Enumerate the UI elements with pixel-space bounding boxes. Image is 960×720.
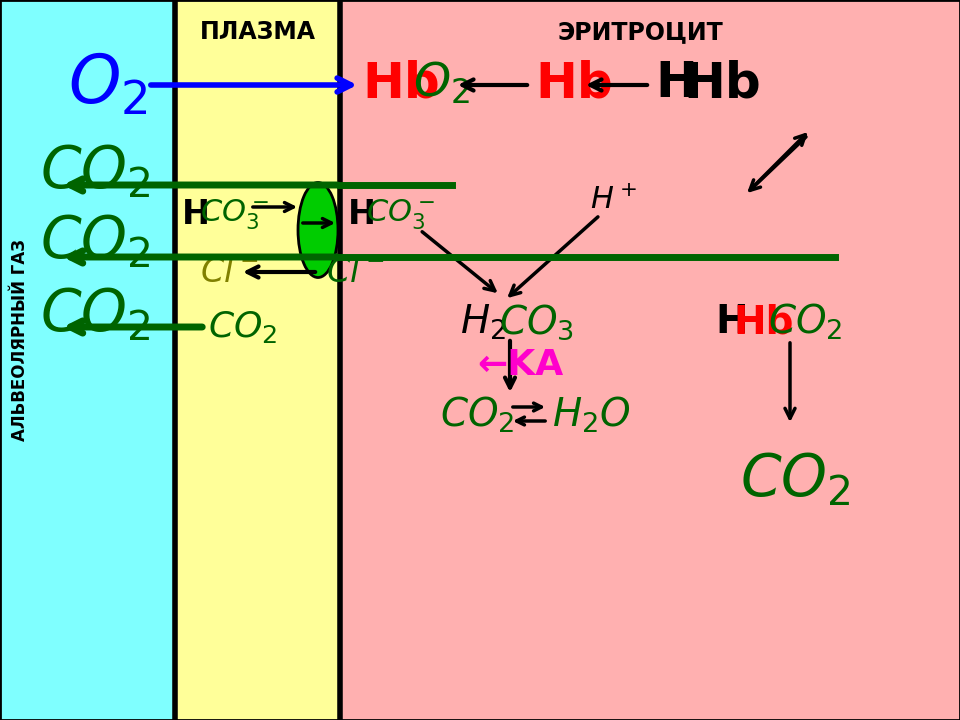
Text: $Cl^-$: $Cl^-$	[326, 256, 385, 289]
Text: ЭРИТРОЦИТ: ЭРИТРОЦИТ	[557, 20, 723, 44]
Bar	[340, 0, 960, 720]
Text: $CO_2$: $CO_2$	[40, 213, 151, 271]
Text: $CO_2$: $CO_2$	[40, 143, 151, 201]
Text: $CO_2$: $CO_2$	[40, 286, 151, 344]
Text: $CO_3$: $CO_3$	[499, 302, 574, 342]
Text: ПЛАЗМА: ПЛАЗМА	[200, 20, 316, 44]
Text: H: H	[655, 59, 697, 107]
Bar	[0, 0, 175, 720]
Text: $CO_3^-$: $CO_3^-$	[366, 198, 435, 233]
Text: АЛЬВЕОЛЯРНЫЙ ГАЗ: АЛЬВЕОЛЯРНЫЙ ГАЗ	[11, 239, 29, 441]
Ellipse shape	[298, 182, 338, 277]
Bar	[175, 0, 340, 720]
Text: $CO_3^-$: $CO_3^-$	[200, 198, 269, 233]
Text: $H^+$: $H^+$	[590, 185, 636, 215]
Text: $O_2$: $O_2$	[68, 52, 148, 118]
Text: Hb: Hb	[683, 59, 760, 107]
Text: H: H	[182, 199, 210, 232]
Text: Hb: Hb	[362, 59, 440, 107]
Text: H: H	[348, 199, 376, 232]
Text: $H_2$: $H_2$	[460, 302, 506, 342]
Text: $CO_2$: $CO_2$	[768, 302, 842, 342]
Text: Hb: Hb	[733, 303, 794, 341]
Text: $Cl^-$: $Cl^-$	[200, 256, 259, 289]
Text: $O_2$: $O_2$	[413, 60, 469, 107]
Text: $CO_2$: $CO_2$	[208, 309, 277, 345]
Text: $H_2O$: $H_2O$	[552, 395, 631, 435]
Text: H: H	[715, 303, 748, 341]
Text: ←KA: ←KA	[477, 348, 564, 382]
Text: $CO_2$: $CO_2$	[440, 395, 515, 435]
Text: Hb: Hb	[535, 59, 612, 107]
Text: $CO_2$: $CO_2$	[740, 451, 851, 509]
